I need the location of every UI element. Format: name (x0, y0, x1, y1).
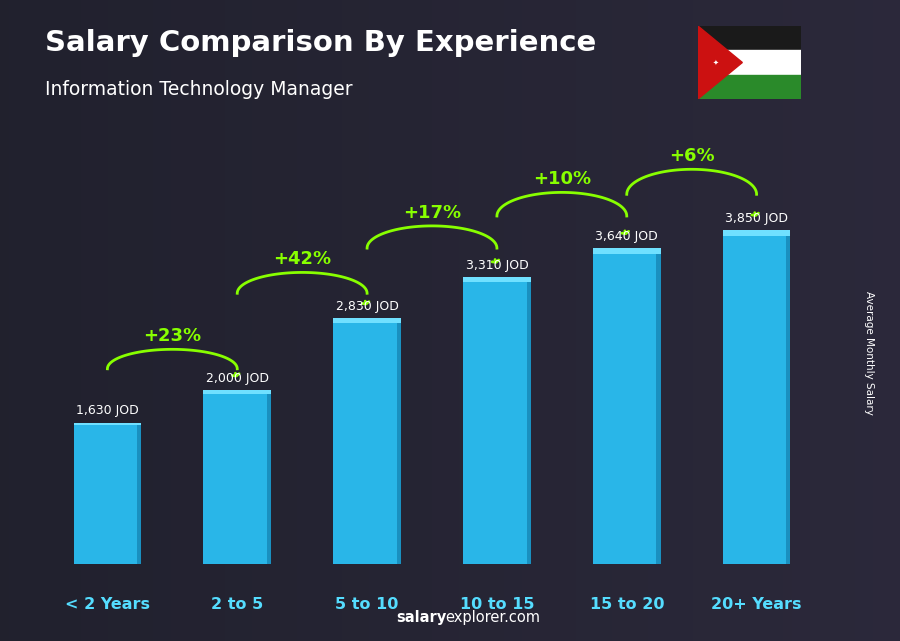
Text: +6%: +6% (669, 147, 715, 165)
Text: 3,850 JOD: 3,850 JOD (725, 212, 788, 225)
Text: +10%: +10% (533, 170, 591, 188)
Text: 2 to 5: 2 to 5 (212, 597, 264, 612)
Text: salary: salary (396, 610, 446, 625)
Text: ✦: ✦ (713, 60, 718, 65)
Bar (203, 390, 271, 394)
Text: 20+ Years: 20+ Years (711, 597, 802, 612)
Text: Average Monthly Salary: Average Monthly Salary (863, 290, 874, 415)
Bar (333, 319, 400, 564)
Text: +23%: +23% (143, 327, 202, 345)
Bar (203, 390, 271, 564)
Bar (464, 277, 531, 564)
Text: explorer.com: explorer.com (446, 610, 541, 625)
Text: 3,310 JOD: 3,310 JOD (465, 258, 528, 272)
Text: 5 to 10: 5 to 10 (336, 597, 399, 612)
Text: +42%: +42% (273, 250, 331, 268)
Bar (74, 422, 141, 564)
Text: Salary Comparison By Experience: Salary Comparison By Experience (45, 29, 596, 57)
Text: 15 to 20: 15 to 20 (590, 597, 664, 612)
Bar (723, 230, 790, 564)
Bar (698, 75, 801, 99)
Bar (137, 422, 141, 564)
Text: 10 to 15: 10 to 15 (460, 597, 535, 612)
Bar (656, 248, 661, 564)
Bar (698, 50, 801, 75)
Bar (464, 277, 531, 282)
Bar (74, 422, 141, 425)
Bar (593, 248, 661, 254)
Text: 1,630 JOD: 1,630 JOD (76, 404, 139, 417)
Text: 3,640 JOD: 3,640 JOD (596, 230, 658, 243)
Text: < 2 Years: < 2 Years (65, 597, 150, 612)
Text: 2,830 JOD: 2,830 JOD (336, 300, 399, 313)
Bar (593, 248, 661, 564)
Bar (267, 390, 271, 564)
Bar (723, 230, 790, 236)
Text: 2,000 JOD: 2,000 JOD (206, 372, 269, 385)
Bar (397, 319, 400, 564)
Text: Information Technology Manager: Information Technology Manager (45, 80, 353, 99)
Bar (787, 230, 790, 564)
Bar (526, 277, 531, 564)
Text: +17%: +17% (403, 204, 461, 222)
Bar (333, 319, 400, 323)
Bar (698, 26, 801, 50)
Polygon shape (698, 26, 742, 99)
